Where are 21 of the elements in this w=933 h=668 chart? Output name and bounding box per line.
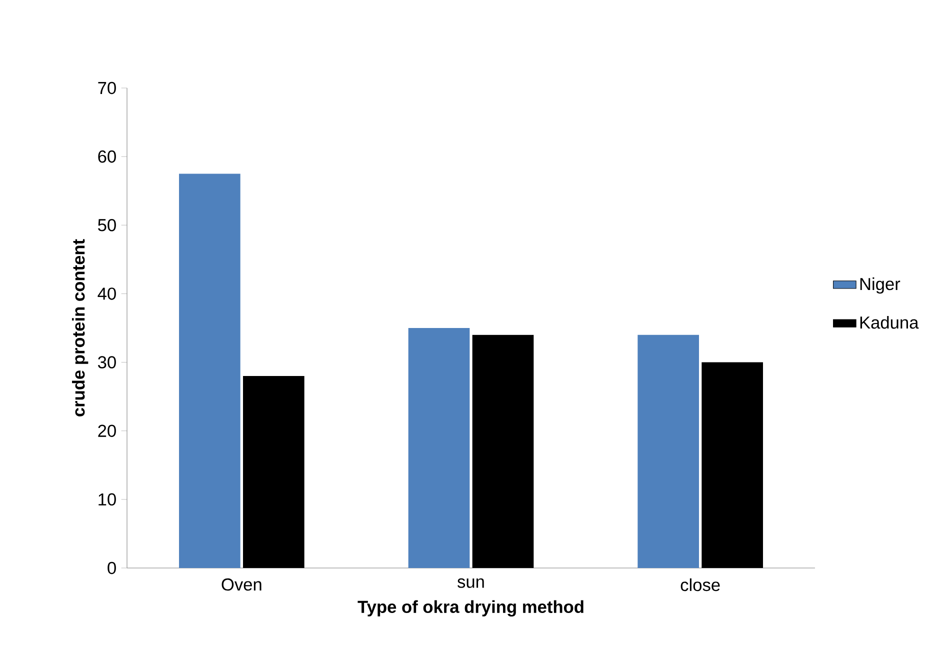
y-tick-label: 20 [98,424,116,437]
y-tick-label: 50 [98,218,116,232]
y-tick-label: 10 [98,493,116,506]
y-tick-label: 0 [108,562,116,574]
x-tick-label: sun [458,578,484,588]
bar [243,376,304,568]
y-tick-label: 70 [98,82,116,94]
bar [179,174,240,568]
x-axis-title: Type of okra drying method [358,600,584,617]
bar [702,362,763,568]
y-tick-label: 60 [98,150,116,163]
y-tick-label: 40 [98,288,116,300]
y-axis-title: crude protein content [72,239,88,416]
bar [408,328,470,568]
x-tick-label: close [680,578,720,592]
legend-label: Niger [860,277,900,294]
bar [472,334,534,568]
y-tick-label: 30 [98,356,116,368]
x-tick-label: Oven [222,578,262,591]
bar [638,334,699,568]
legend-label: Kaduna [860,316,919,329]
